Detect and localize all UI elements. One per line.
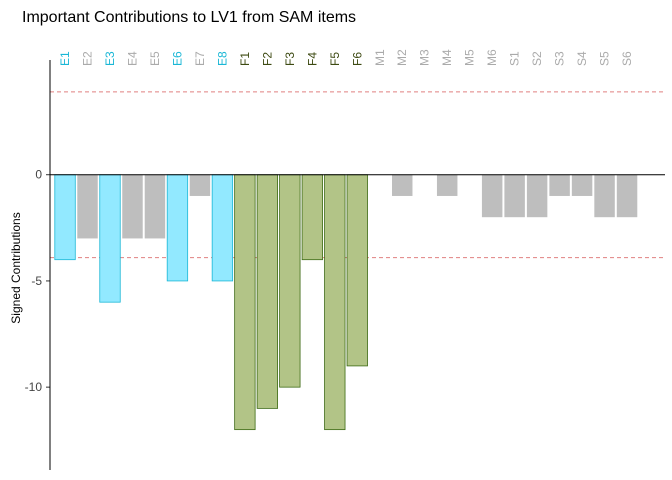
x-tick-label: S4 (575, 51, 589, 66)
bar (77, 174, 98, 239)
x-tick-label: E5 (148, 51, 162, 66)
x-tick-label: E3 (103, 51, 117, 66)
x-tick-label: F4 (305, 52, 319, 66)
bar (616, 174, 638, 218)
bar (571, 174, 593, 196)
y-tick-label: -5 (31, 274, 42, 288)
chart-title: Important Contributions to LV1 from SAM … (22, 9, 356, 26)
x-tick-label: M4 (440, 49, 454, 66)
bar (436, 174, 458, 196)
bar (99, 174, 121, 303)
y-tick-label: 0 (35, 168, 42, 182)
bar (279, 174, 301, 388)
y-tick-label: -10 (25, 380, 43, 394)
bar (346, 174, 368, 367)
x-tick-label: E4 (125, 51, 139, 66)
bar (324, 174, 346, 431)
y-axis-title: Signed Contributions (9, 212, 23, 323)
bar (301, 174, 323, 261)
x-tick-label: S5 (598, 51, 612, 66)
x-tick-label: M1 (373, 49, 387, 66)
bar (526, 174, 548, 218)
x-tick-label: F5 (328, 52, 342, 66)
x-tick-label: F6 (350, 52, 364, 66)
x-tick-label: S6 (620, 51, 634, 66)
x-tick-label: S1 (508, 51, 522, 66)
bar (54, 174, 76, 261)
x-tick-label: E6 (170, 51, 184, 66)
bar (144, 174, 166, 239)
bar (234, 174, 256, 431)
x-tick-label: M5 (463, 49, 477, 66)
bar (211, 174, 234, 282)
bar (594, 174, 615, 218)
x-tick-label: E7 (193, 51, 207, 66)
x-tick-label: F2 (260, 52, 274, 66)
bar (392, 174, 413, 196)
x-tick-label: M2 (395, 49, 409, 66)
x-tick-label: E1 (58, 51, 72, 66)
bar (549, 174, 570, 196)
x-tick-label: F1 (238, 52, 252, 66)
bar (256, 174, 278, 409)
bar (481, 174, 503, 218)
bar (122, 174, 143, 239)
x-tick-label: M6 (485, 49, 499, 66)
bar (166, 174, 189, 282)
x-tick-label: S3 (553, 51, 567, 66)
x-tick-label: E8 (215, 51, 229, 66)
x-tick-label: M3 (418, 49, 432, 66)
bar (504, 174, 525, 218)
x-tick-label: E2 (81, 51, 95, 66)
x-tick-label: F3 (283, 52, 297, 66)
bar (189, 174, 211, 196)
x-tick-label: S2 (530, 51, 544, 66)
